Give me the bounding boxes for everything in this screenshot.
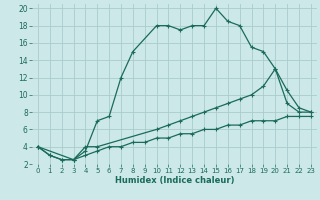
X-axis label: Humidex (Indice chaleur): Humidex (Indice chaleur) xyxy=(115,176,234,185)
